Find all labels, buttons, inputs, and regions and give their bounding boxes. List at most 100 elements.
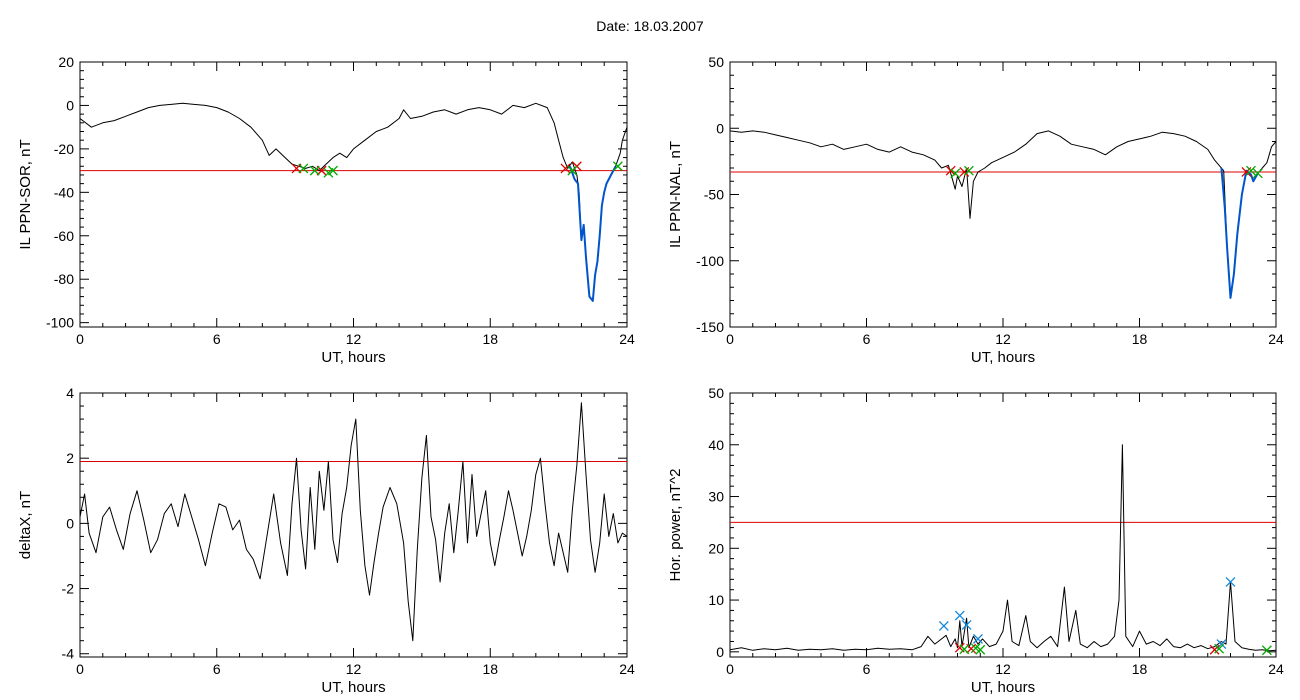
- marker-green: [298, 163, 309, 174]
- marker-blue: [973, 633, 983, 644]
- marker-stroke: [560, 163, 571, 174]
- y-tick-label: 20: [708, 540, 724, 556]
- marker-stroke: [567, 165, 578, 176]
- marker-stroke: [1214, 643, 1225, 654]
- y-tick-label: 0: [716, 644, 724, 660]
- marker-green: [309, 165, 320, 176]
- marker-blue: [1225, 576, 1236, 587]
- figure-title: Date: 18.03.2007: [596, 18, 704, 34]
- marker-red: [945, 165, 956, 176]
- x-axis-label: UT, hours: [971, 349, 1035, 366]
- y-axis-label: Hor. power, nT^2: [667, 469, 684, 582]
- x-tick-label: 6: [863, 661, 871, 677]
- y-tick-label: -2: [62, 581, 75, 597]
- y-tick-label: -50: [704, 187, 724, 203]
- marker-green: [567, 165, 578, 176]
- plot-frame: [729, 392, 1277, 658]
- plot-frame: [729, 61, 1277, 328]
- y-tick-label: 2: [66, 450, 74, 466]
- marker-stroke: [954, 642, 965, 653]
- y-tick-label: 50: [708, 385, 724, 401]
- marker-stroke: [1261, 645, 1272, 656]
- marker-stroke: [950, 168, 961, 179]
- highlight-segment: [569, 165, 617, 302]
- marker-stroke: [954, 610, 965, 621]
- y-axis-label: IL PPN-NAL, nT: [667, 141, 684, 248]
- y-tick-label: -20: [54, 141, 74, 157]
- y-tick-label: 10: [708, 592, 724, 608]
- marker-blue: [1216, 639, 1227, 650]
- x-tick-label: 12: [346, 331, 362, 347]
- y-tick-label: -100: [696, 253, 724, 269]
- marker-green: [612, 161, 623, 172]
- marker-stroke: [309, 165, 320, 176]
- marker-green: [1214, 643, 1225, 654]
- y-tick-label: 20: [58, 54, 74, 70]
- x-tick-label: 0: [726, 661, 734, 677]
- data-series: [79, 102, 628, 302]
- x-tick-label: 0: [76, 331, 84, 347]
- x-tick-label: 18: [1132, 331, 1148, 347]
- marker-green: [1246, 165, 1256, 176]
- x-axis-label: UT, hours: [971, 679, 1035, 696]
- marker-stroke: [612, 161, 623, 172]
- y-tick-label: 0: [66, 515, 74, 531]
- marker-green: [975, 644, 986, 655]
- marker-stroke: [1225, 576, 1236, 587]
- x-tick-label: 12: [346, 661, 362, 677]
- y-tick-label: 30: [708, 489, 724, 505]
- x-tick-label: 24: [1268, 331, 1284, 347]
- plot-frame: [79, 61, 628, 328]
- y-tick-label: 40: [708, 437, 724, 453]
- x-axis-label: UT, hours: [321, 679, 385, 696]
- y-tick-label: -4: [62, 646, 75, 662]
- y-tick-label: -40: [54, 184, 74, 200]
- y-tick-label: -150: [696, 319, 724, 335]
- marker-stroke: [975, 644, 986, 655]
- x-tick-label: 24: [619, 661, 635, 677]
- marker-stroke: [963, 165, 974, 176]
- y-tick-label: -60: [54, 228, 74, 244]
- marker-stroke: [938, 620, 949, 631]
- x-tick-label: 18: [482, 331, 498, 347]
- x-tick-label: 24: [619, 331, 635, 347]
- x-tick-label: 0: [76, 661, 84, 677]
- x-tick-label: 18: [482, 661, 498, 677]
- chart-deltax: 0 6 12 18 24 4 2 0 -2 -4 UT, hours deltaX, nT: [17, 385, 635, 696]
- marker-stroke: [298, 163, 309, 174]
- highlight-segment: [1220, 167, 1259, 299]
- y-tick-label: 0: [66, 97, 74, 113]
- x-tick-label: 24: [1268, 661, 1284, 677]
- marker-blue: [961, 619, 972, 630]
- x-tick-label: 6: [863, 331, 871, 347]
- marker-stroke: [1252, 168, 1263, 179]
- chart-nal: 0 6 12 18 24 50 0 -50 -100 -150 UT, hours IL PPN-NA…: [667, 54, 1284, 366]
- x-tick-label: 6: [213, 661, 221, 677]
- y-tick-label: 50: [708, 54, 724, 70]
- marker-stroke: [973, 633, 983, 644]
- marker-green: [959, 644, 970, 655]
- chart-sor: 0 6 12 18 24 20 0 -20 -40 -60 -80 -100 UT, hours IL P…: [17, 54, 635, 366]
- data-series: [729, 444, 1277, 652]
- marker-green: [1261, 645, 1272, 656]
- x-tick-label: 12: [995, 661, 1011, 677]
- marker-stroke: [945, 165, 956, 176]
- data-series: [729, 130, 1277, 299]
- x-tick-label: 6: [213, 331, 221, 347]
- data-series: [79, 402, 628, 642]
- x-tick-label: 18: [1132, 661, 1148, 677]
- marker-green: [1252, 168, 1263, 179]
- marker-blue: [938, 620, 949, 631]
- y-axis-label: IL PPN-SOR, nT: [17, 139, 34, 249]
- marker-stroke: [961, 619, 972, 630]
- marker-stroke: [959, 644, 970, 655]
- y-axis-label: deltaX, nT: [17, 491, 34, 559]
- marker-stroke: [966, 643, 977, 654]
- chart-power: 0 6 12 18 24 50 40 30 20 10 0 UT, hours Hor. power, …: [667, 385, 1284, 696]
- marker-blue: [954, 610, 965, 621]
- x-axis-label: UT, hours: [321, 349, 385, 366]
- marker-green: [950, 168, 961, 179]
- y-tick-label: -80: [54, 271, 74, 287]
